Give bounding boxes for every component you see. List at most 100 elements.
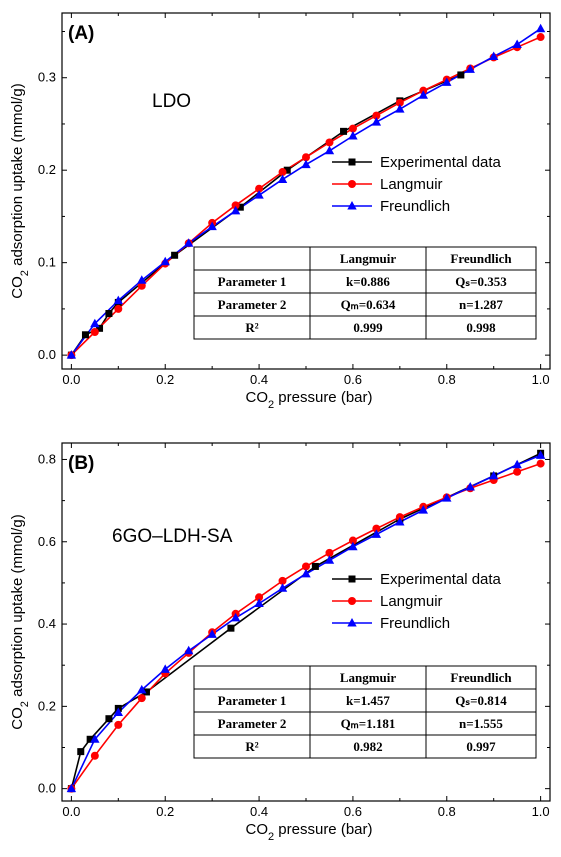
data-point-freundlich <box>371 529 382 538</box>
x-tick-label: 0.0 <box>62 372 80 387</box>
legend-marker <box>347 618 357 627</box>
table-cell: Qₛ=0.353 <box>455 274 507 289</box>
data-point-freundlich <box>254 598 264 607</box>
table-cell: Parameter 2 <box>218 297 287 312</box>
y-tick-label: 0.0 <box>38 347 56 362</box>
x-tick-label: 0.4 <box>250 804 268 819</box>
table-cell: k=0.886 <box>346 274 390 289</box>
legend-marker <box>348 575 356 583</box>
data-point-langmuir <box>114 720 123 729</box>
data-point-freundlich <box>137 684 147 694</box>
data-point-freundlich <box>442 77 452 86</box>
x-tick-label: 1.0 <box>532 372 550 387</box>
table-header: Langmuir <box>340 251 397 266</box>
data-point-freundlich <box>160 664 170 673</box>
y-tick-label: 0.3 <box>38 70 56 85</box>
data-point-experimental-data <box>236 203 244 211</box>
data-point-freundlich <box>535 23 546 33</box>
data-point-freundlich <box>137 275 147 284</box>
legend-marker <box>347 201 357 210</box>
table-header: Freundlich <box>450 251 512 266</box>
table-cell: 0.998 <box>466 320 496 335</box>
data-point-experimental-data <box>86 735 94 743</box>
data-point-langmuir <box>137 281 146 290</box>
data-point-freundlich <box>301 159 311 169</box>
legend: Experimental data Langmuir Freundlich <box>332 571 502 632</box>
x-tick-label: 0.8 <box>438 372 456 387</box>
data-point-freundlich <box>66 350 77 359</box>
y-axis-label: CO2 adsorption uptake (mmol/g) <box>9 514 31 729</box>
x-axis-label: CO2 pressure (bar) <box>246 389 373 411</box>
data-point-freundlich <box>535 450 546 459</box>
data-point-freundlich <box>183 645 194 655</box>
data-point-freundlich <box>66 783 77 793</box>
data-point-langmuir <box>372 524 381 533</box>
table-cell: n=1.555 <box>459 716 503 731</box>
material-annotation: 6GO–LDH-SA <box>112 526 233 547</box>
data-point-langmuir <box>255 184 264 193</box>
legend-marker <box>348 158 356 166</box>
data-point-langmuir <box>137 694 146 703</box>
legend-label: Experimental data <box>380 154 502 171</box>
data-point-langmuir <box>325 548 334 557</box>
table-header: Langmuir <box>340 670 397 685</box>
data-point-langmuir <box>90 751 99 760</box>
parameter-table: Langmuir Freundlich Parameter 1 k=0.886 Qₛ=0… <box>193 246 537 340</box>
data-point-langmuir <box>325 138 334 147</box>
data-point-freundlich <box>230 612 241 622</box>
table-cell: Qₘ=1.181 <box>341 716 396 731</box>
data-point-freundlich <box>90 318 100 328</box>
chart-panel-1: 0.0 0.2 0.4 0.6 0.8 1.0 0.0 0.1 0.2 0.3 CO2 pressu… <box>9 12 551 411</box>
table-cell: R² <box>245 739 258 754</box>
table-cell: Parameter 1 <box>218 693 287 708</box>
table-cell: Qₛ=0.814 <box>455 693 507 708</box>
data-point-experimental-data <box>77 748 85 756</box>
data-point-experimental-data <box>142 688 150 696</box>
table-cell: k=1.457 <box>346 693 390 708</box>
data-point-freundlich <box>183 238 194 247</box>
data-point-langmuir <box>395 98 404 107</box>
data-point-langmuir <box>348 124 357 133</box>
data-point-freundlich <box>277 583 288 592</box>
y-tick-label: 0.0 <box>38 781 56 796</box>
data-point-experimental-data <box>105 310 113 318</box>
legend-label: Langmuir <box>380 593 443 610</box>
y-tick-label: 0.2 <box>38 698 56 713</box>
data-point-experimental-data <box>457 71 465 79</box>
panel-label: (B) <box>68 453 94 474</box>
y-axis-label: CO2 adsorption uptake (mmol/g) <box>9 83 31 298</box>
data-point-freundlich <box>442 493 452 502</box>
data-point-langmuir <box>255 593 264 602</box>
data-point-freundlich <box>418 90 429 99</box>
data-point-experimental-data <box>283 166 291 174</box>
data-point-experimental-data <box>96 324 104 332</box>
table-cell: n=1.287 <box>459 297 503 312</box>
data-point-langmuir <box>114 304 123 313</box>
table-header: Freundlich <box>450 670 512 685</box>
x-tick-label: 0.6 <box>344 372 362 387</box>
data-point-freundlich <box>418 505 429 514</box>
data-point-freundlich <box>113 707 124 717</box>
material-annotation: LDO <box>152 91 191 112</box>
legend-marker <box>348 180 356 188</box>
table-cell: Parameter 2 <box>218 716 287 731</box>
data-point-freundlich <box>348 130 358 140</box>
data-point-freundlich <box>207 221 217 231</box>
data-point-freundlich <box>488 470 499 480</box>
x-tick-label: 0.2 <box>156 372 174 387</box>
panel-label: (A) <box>68 23 94 44</box>
x-tick-label: 0.4 <box>250 372 268 387</box>
data-point-freundlich <box>465 64 475 73</box>
table-cell: 0.999 <box>353 320 383 335</box>
data-point-freundlich <box>230 205 241 215</box>
x-tick-label: 1.0 <box>532 804 550 819</box>
data-point-experimental-data <box>311 562 319 570</box>
data-point-experimental-data <box>81 331 89 339</box>
data-point-freundlich <box>348 541 358 551</box>
table-cell: 0.982 <box>353 739 382 754</box>
x-tick-label: 0.2 <box>156 804 174 819</box>
data-point-langmuir <box>302 153 310 162</box>
data-point-freundlich <box>465 482 475 491</box>
table-cell: Parameter 1 <box>218 274 287 289</box>
data-point-langmuir <box>302 562 310 571</box>
